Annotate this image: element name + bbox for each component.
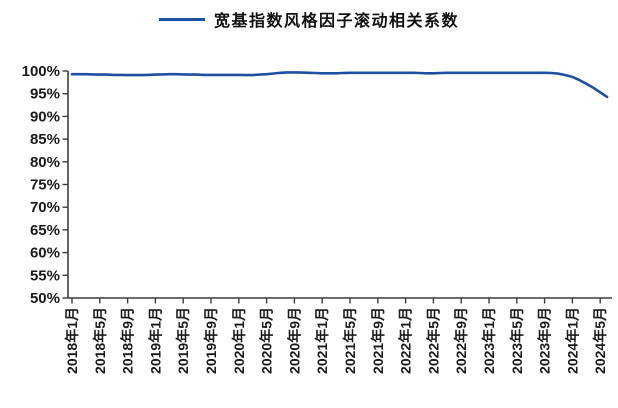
x-axis-label: 2022年5月	[425, 307, 441, 374]
x-axis-label: 2019年1月	[147, 307, 163, 374]
x-axis-label: 2022年9月	[453, 307, 469, 374]
data-series-line	[70, 71, 609, 99]
y-axis-label: 80%	[30, 154, 60, 171]
y-axis-label: 65%	[30, 222, 60, 239]
y-axis-label: 60%	[30, 245, 60, 262]
y-axis-label: 55%	[30, 267, 60, 284]
x-axis-label: 2023年1月	[481, 307, 497, 374]
x-axis-label: 2021年5月	[342, 307, 358, 374]
legend-line-swatch	[158, 17, 205, 21]
y-axis-label: 70%	[30, 199, 60, 216]
y-axis-label: 85%	[30, 131, 60, 148]
x-axis-label: 2022年1月	[398, 307, 414, 374]
x-axis-label: 2019年5月	[175, 307, 191, 374]
x-axis-label: 2020年5月	[259, 307, 275, 374]
legend-label: 宽基指数风格因子滚动相关系数	[213, 13, 459, 30]
x-axis-label: 2018年9月	[120, 307, 136, 374]
x-axis-label: 2020年1月	[231, 307, 247, 374]
x-axis-label: 2023年9月	[537, 307, 553, 374]
x-axis-label: 2024年5月	[592, 307, 608, 374]
x-axis-label: 2018年1月	[64, 307, 80, 374]
x-axis-label: 2020年9月	[286, 307, 302, 374]
y-axis-label: 50%	[30, 290, 60, 307]
y-axis-label: 95%	[30, 86, 60, 103]
x-axis-label: 2021年1月	[314, 307, 330, 374]
y-axis-label: 100%	[22, 63, 60, 80]
x-axis-label: 2021年9月	[370, 307, 386, 374]
x-axis-label: 2024年1月	[564, 307, 580, 374]
x-axis-label: 2019年9月	[203, 307, 219, 374]
y-axis-label: 90%	[30, 108, 60, 125]
x-axis-label: 2018年5月	[92, 307, 108, 374]
y-axis-label: 75%	[30, 177, 60, 194]
x-axis-label: 2023年5月	[509, 307, 525, 374]
chart-legend: 宽基指数风格因子滚动相关系数	[0, 8, 618, 30]
